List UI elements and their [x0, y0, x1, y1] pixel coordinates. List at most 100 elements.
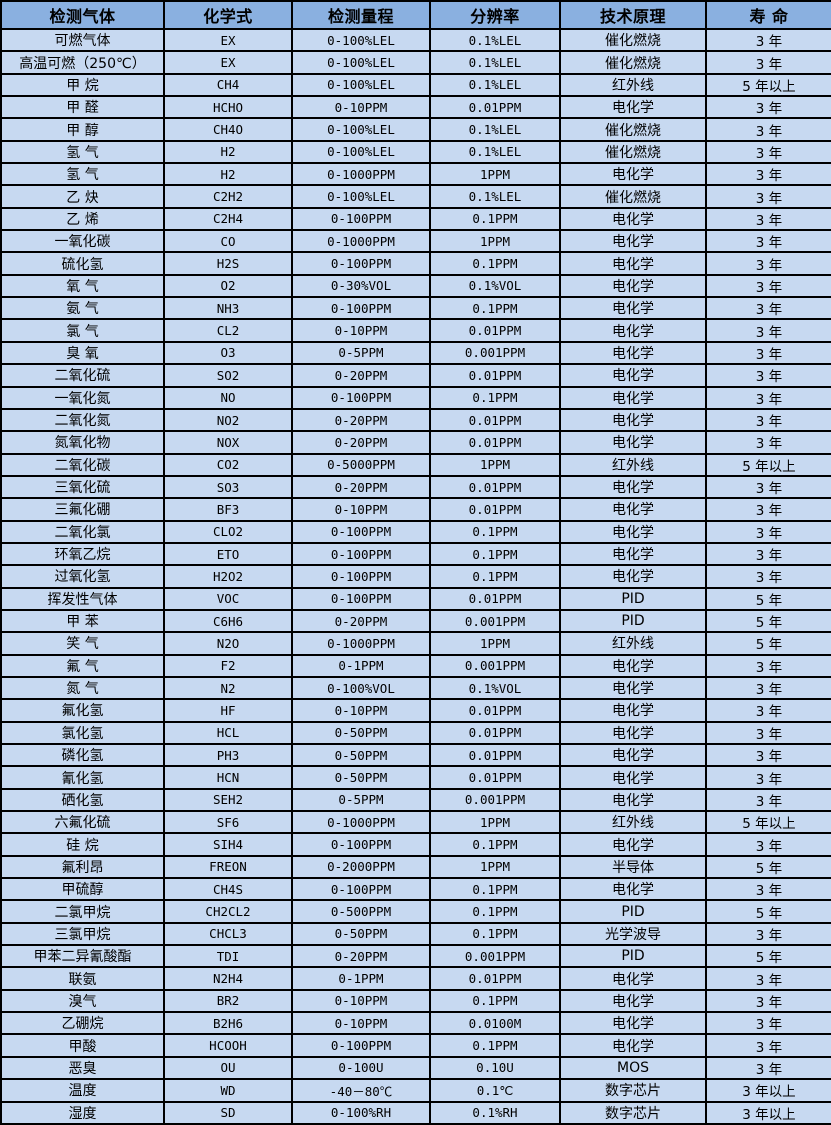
table-row: 挥发性气体 VOC 0-100PPM 0.01PPM PID 5 年: [0, 586, 831, 611]
cell-gas-name: 氰化氢: [0, 765, 165, 790]
cell-chemical-formula: HCHO: [163, 95, 293, 120]
table-row: 氢 气 H2 0-1000PPM 1PPM 电化学 3 年: [0, 162, 831, 187]
cell-resolution: 0.01PPM: [429, 765, 561, 790]
cell-chemical-formula: BF3: [163, 497, 293, 522]
cell-lifespan: 3 年: [705, 95, 831, 120]
table-row: 三氟化硼 BF3 0-10PPM 0.01PPM 电化学 3 年: [0, 497, 831, 522]
cell-lifespan: 5 年: [705, 944, 831, 969]
cell-chemical-formula: H2: [163, 162, 293, 187]
cell-gas-name: 氯化氢: [0, 720, 165, 746]
cell-technology: PID: [559, 586, 707, 611]
cell-detection-range: 0-2000PPM: [291, 854, 431, 880]
table-body: 可燃气体 EX 0-100%LEL 0.1%LEL 催化燃烧 3 年高温可燃（250℃） E…: [0, 27, 831, 1125]
cell-resolution: 0.01PPM: [429, 407, 561, 433]
cell-detection-range: 0-100PPM: [291, 519, 431, 544]
cell-resolution: 0.1PPM: [429, 296, 561, 321]
cell-gas-name: 氮氧化物: [0, 430, 165, 455]
cell-detection-range: 0-100PPM: [291, 296, 431, 321]
cell-detection-range: 0-100PPM: [291, 1033, 431, 1058]
cell-detection-range: 0-30%VOL: [291, 273, 431, 299]
cell-gas-name: 硫化氢: [0, 251, 165, 276]
cell-chemical-formula: NO2: [163, 407, 293, 433]
cell-detection-range: 0-100U: [291, 1055, 431, 1081]
cell-gas-name: 笑 气: [0, 631, 165, 656]
cell-gas-name: 甲 醇: [0, 117, 165, 142]
cell-lifespan: 3 年: [705, 877, 831, 902]
cell-lifespan: 3 年: [705, 340, 831, 366]
cell-technology: 电化学: [559, 407, 707, 433]
cell-detection-range: 0-50PPM: [291, 742, 431, 768]
cell-lifespan: 3 年: [705, 1055, 831, 1081]
cell-lifespan: 3 年: [705, 765, 831, 790]
cell-lifespan: 3 年: [705, 1011, 831, 1036]
cell-gas-name: 六氟化硫: [0, 810, 165, 835]
cell-lifespan: 3 年: [705, 1033, 831, 1058]
cell-technology: 电化学: [559, 653, 707, 678]
cell-chemical-formula: NO: [163, 385, 293, 410]
cell-gas-name: 环氧乙烷: [0, 541, 165, 567]
table-row: 甲酸 HCOOH 0-100PPM 0.1PPM 电化学 3 年: [0, 1033, 831, 1058]
cell-gas-name: 氟 气: [0, 653, 165, 678]
cell-lifespan: 3 年: [705, 653, 831, 678]
table-row: 二氧化氯 CLO2 0-100PPM 0.1PPM 电化学 3 年: [0, 519, 831, 544]
cell-gas-name: 磷化氢: [0, 742, 165, 768]
table-row: 氰化氢 HCN 0-50PPM 0.01PPM 电化学 3 年: [0, 765, 831, 790]
cell-gas-name: 甲苯二异氰酸酯: [0, 944, 165, 969]
cell-lifespan: 5 年: [705, 608, 831, 634]
cell-technology: 半导体: [559, 854, 707, 880]
cell-resolution: 0.0100M: [429, 1011, 561, 1036]
cell-chemical-formula: CH4: [163, 72, 293, 98]
cell-detection-range: 0-50PPM: [291, 720, 431, 746]
cell-resolution: 0.1%LEL: [429, 184, 561, 209]
cell-lifespan: 5 年: [705, 854, 831, 880]
cell-lifespan: 3 年以上: [705, 1078, 831, 1103]
cell-lifespan: 3 年: [705, 184, 831, 209]
cell-chemical-formula: CO2: [163, 452, 293, 477]
cell-gas-name: 硅 烷: [0, 832, 165, 857]
column-header-resolution: 分辨率: [429, 0, 561, 30]
cell-resolution: 0.1%LEL: [429, 139, 561, 165]
cell-lifespan: 3 年: [705, 407, 831, 433]
cell-lifespan: 3 年: [705, 363, 831, 388]
cell-technology: 数字芯片: [559, 1100, 707, 1125]
cell-chemical-formula: CH4O: [163, 117, 293, 142]
cell-gas-name: 乙硼烷: [0, 1011, 165, 1036]
cell-technology: 电化学: [559, 206, 707, 232]
cell-detection-range: 0-100PPM: [291, 877, 431, 902]
cell-resolution: 0.1PPM: [429, 541, 561, 567]
cell-detection-range: 0-100PPM: [291, 832, 431, 857]
cell-chemical-formula: PH3: [163, 742, 293, 768]
cell-resolution: 0.1PPM: [429, 385, 561, 410]
cell-chemical-formula: NOX: [163, 430, 293, 455]
cell-lifespan: 3 年: [705, 474, 831, 500]
cell-resolution: 0.1PPM: [429, 899, 561, 924]
table-row: 笑 气 N2O 0-1000PPM 1PPM 红外线 5 年: [0, 631, 831, 656]
cell-resolution: 0.1%LEL: [429, 27, 561, 53]
cell-gas-name: 甲 烷: [0, 72, 165, 98]
cell-resolution: 0.1PPM: [429, 519, 561, 544]
cell-resolution: 0.01PPM: [429, 318, 561, 343]
cell-gas-name: 甲硫醇: [0, 877, 165, 902]
cell-resolution: 1PPM: [429, 810, 561, 835]
cell-chemical-formula: SEH2: [163, 787, 293, 813]
table-row: 乙硼烷 B2H6 0-10PPM 0.0100M 电化学 3 年: [0, 1011, 831, 1036]
cell-chemical-formula: FREON: [163, 854, 293, 880]
cell-lifespan: 3 年: [705, 162, 831, 187]
cell-detection-range: 0-20PPM: [291, 474, 431, 500]
cell-technology: 红外线: [559, 810, 707, 835]
cell-detection-range: 0-100%LEL: [291, 72, 431, 98]
cell-resolution: 0.01PPM: [429, 698, 561, 723]
cell-chemical-formula: HCOOH: [163, 1033, 293, 1058]
cell-technology: 催化燃烧: [559, 184, 707, 209]
cell-gas-name: 二氧化碳: [0, 452, 165, 477]
cell-chemical-formula: OU: [163, 1055, 293, 1081]
cell-detection-range: 0-50PPM: [291, 765, 431, 790]
table-row: 氢 气 H2 0-100%LEL 0.1%LEL 催化燃烧 3 年: [0, 139, 831, 165]
cell-detection-range: 0-1000PPM: [291, 631, 431, 656]
cell-gas-name: 可燃气体: [0, 27, 165, 53]
cell-resolution: 0.01PPM: [429, 966, 561, 991]
table-row: 过氧化氢 H2O2 0-100PPM 0.1PPM 电化学 3 年: [0, 564, 831, 589]
table-row: 三氯甲烷 CHCL3 0-50PPM 0.1PPM 光学波导 3 年: [0, 921, 831, 947]
column-header-gas-name: 检测气体: [0, 0, 165, 30]
cell-technology: 电化学: [559, 474, 707, 500]
